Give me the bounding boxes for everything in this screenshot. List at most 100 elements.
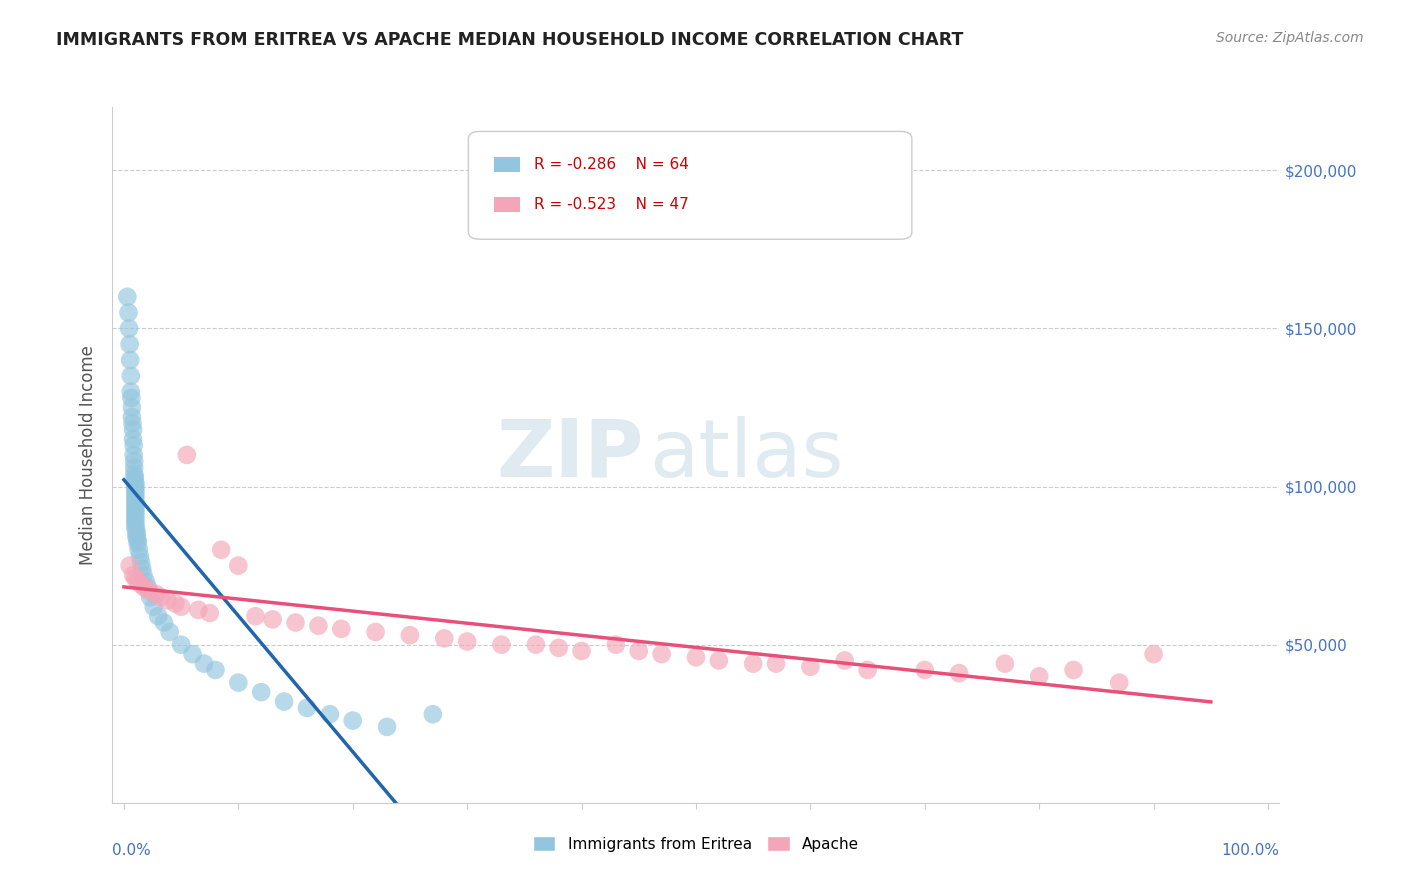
- Point: [627, 644, 650, 658]
- Point: [125, 527, 148, 541]
- Legend: Immigrants from Eritrea, Apache: Immigrants from Eritrea, Apache: [526, 830, 866, 858]
- Point: [204, 663, 226, 677]
- Point: [129, 549, 152, 563]
- Point: [124, 499, 146, 513]
- Point: [124, 489, 146, 503]
- Point: [124, 514, 146, 528]
- Point: [1028, 669, 1050, 683]
- Point: [228, 558, 250, 573]
- Point: [181, 647, 204, 661]
- FancyBboxPatch shape: [494, 197, 520, 212]
- Text: 100.0%: 100.0%: [1222, 843, 1279, 858]
- Point: [948, 666, 970, 681]
- Point: [139, 591, 162, 605]
- Point: [118, 321, 141, 335]
- Point: [131, 562, 153, 576]
- Y-axis label: Median Household Income: Median Household Income: [79, 345, 97, 565]
- Point: [159, 625, 181, 640]
- Point: [138, 583, 160, 598]
- Text: 0.0%: 0.0%: [112, 843, 152, 858]
- Point: [1108, 675, 1130, 690]
- Point: [127, 574, 149, 589]
- Point: [685, 650, 707, 665]
- FancyBboxPatch shape: [494, 157, 520, 172]
- Point: [125, 530, 148, 544]
- Point: [128, 542, 150, 557]
- Point: [149, 591, 172, 605]
- Point: [127, 533, 149, 548]
- Point: [117, 290, 139, 304]
- Text: R = -0.523    N = 47: R = -0.523 N = 47: [534, 197, 689, 212]
- Point: [118, 558, 141, 573]
- Text: atlas: atlas: [650, 416, 844, 494]
- Point: [135, 574, 157, 589]
- Point: [319, 707, 342, 722]
- Point: [124, 511, 146, 525]
- Point: [547, 640, 569, 655]
- Point: [148, 609, 170, 624]
- Point: [856, 663, 879, 677]
- Text: Source: ZipAtlas.com: Source: ZipAtlas.com: [1216, 31, 1364, 45]
- Point: [122, 467, 145, 481]
- Text: R = -0.286    N = 64: R = -0.286 N = 64: [534, 157, 689, 172]
- Point: [122, 448, 145, 462]
- Point: [834, 653, 856, 667]
- Point: [245, 609, 267, 624]
- Point: [605, 638, 627, 652]
- Text: IMMIGRANTS FROM ERITREA VS APACHE MEDIAN HOUSEHOLD INCOME CORRELATION CHART: IMMIGRANTS FROM ERITREA VS APACHE MEDIAN…: [56, 31, 963, 49]
- Point: [124, 473, 146, 487]
- Point: [198, 606, 221, 620]
- Point: [273, 695, 295, 709]
- Point: [124, 483, 146, 497]
- Point: [121, 417, 143, 431]
- Point: [120, 391, 142, 405]
- Point: [170, 599, 193, 614]
- Point: [120, 353, 142, 368]
- Point: [491, 638, 513, 652]
- Point: [134, 581, 156, 595]
- Point: [342, 714, 364, 728]
- Point: [799, 660, 821, 674]
- Point: [524, 638, 547, 652]
- Point: [124, 508, 146, 522]
- Point: [330, 622, 353, 636]
- Point: [262, 612, 284, 626]
- Point: [120, 384, 142, 399]
- Point: [124, 479, 146, 493]
- Point: [742, 657, 765, 671]
- Point: [121, 409, 143, 424]
- Point: [364, 625, 387, 640]
- Point: [120, 368, 142, 383]
- Text: ZIP: ZIP: [496, 416, 644, 494]
- Point: [228, 675, 250, 690]
- Point: [765, 657, 787, 671]
- Point: [375, 720, 398, 734]
- Point: [707, 653, 730, 667]
- Point: [145, 587, 167, 601]
- Point: [142, 599, 165, 614]
- Point: [124, 517, 146, 532]
- Point: [125, 524, 148, 538]
- Point: [129, 556, 152, 570]
- Point: [124, 492, 146, 507]
- Point: [651, 647, 673, 661]
- Point: [122, 454, 145, 468]
- Point: [124, 476, 146, 491]
- Point: [124, 505, 146, 519]
- Point: [124, 501, 146, 516]
- Point: [129, 577, 152, 591]
- Point: [433, 632, 456, 646]
- Point: [153, 615, 176, 630]
- Point: [122, 460, 145, 475]
- Point: [122, 568, 145, 582]
- Point: [124, 521, 146, 535]
- Point: [117, 305, 139, 319]
- Point: [122, 423, 145, 437]
- Point: [399, 628, 422, 642]
- Point: [914, 663, 936, 677]
- Point: [136, 581, 159, 595]
- Point: [193, 657, 215, 671]
- Point: [209, 542, 232, 557]
- Point: [127, 536, 149, 550]
- Point: [307, 618, 329, 632]
